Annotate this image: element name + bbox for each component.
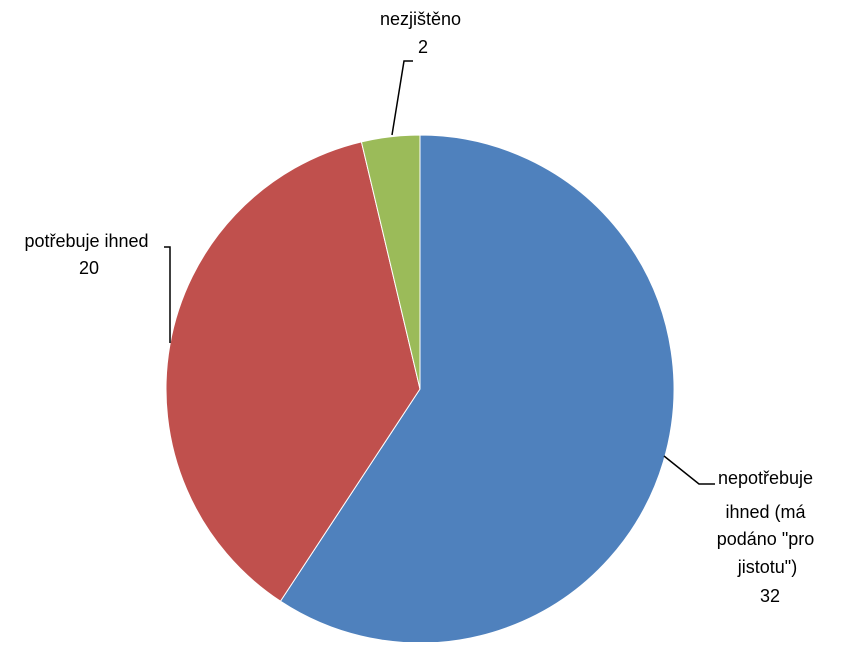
pie-slice-unknown (360, 134, 421, 390)
slice-label-not-needed-line-3: podáno "pro (717, 529, 814, 549)
slice-label-not-needed-line-2: ihned (má (725, 502, 806, 522)
slice-value-unknown: 2 (418, 37, 428, 57)
slice-label-not-needed-line-4: jistotu") (737, 557, 797, 577)
pie-slices (165, 134, 675, 644)
slice-label-needs-now: potřebuje ihned 20 (24, 231, 153, 278)
slice-value-needs-now: 20 (79, 258, 99, 278)
leader-line-needs-now (164, 246, 171, 343)
slice-label-unknown-line-1: nezjištěno (380, 9, 461, 29)
leader-line-unknown (391, 60, 413, 136)
slice-label-needs-now-line-1: potřebuje ihned (24, 231, 148, 251)
leader-line-not-needed (663, 455, 715, 485)
slice-value-not-needed: 32 (760, 586, 780, 606)
slice-label-unknown: nezjištěno 2 (380, 9, 466, 57)
slice-label-not-needed-line-1: nepotřebuje (718, 468, 813, 488)
slice-label-not-needed: nepotřebuje ihned (má podáno "pro jistot… (717, 468, 820, 606)
leader-lines (164, 60, 715, 485)
pie-slice-needs-now (165, 141, 421, 602)
